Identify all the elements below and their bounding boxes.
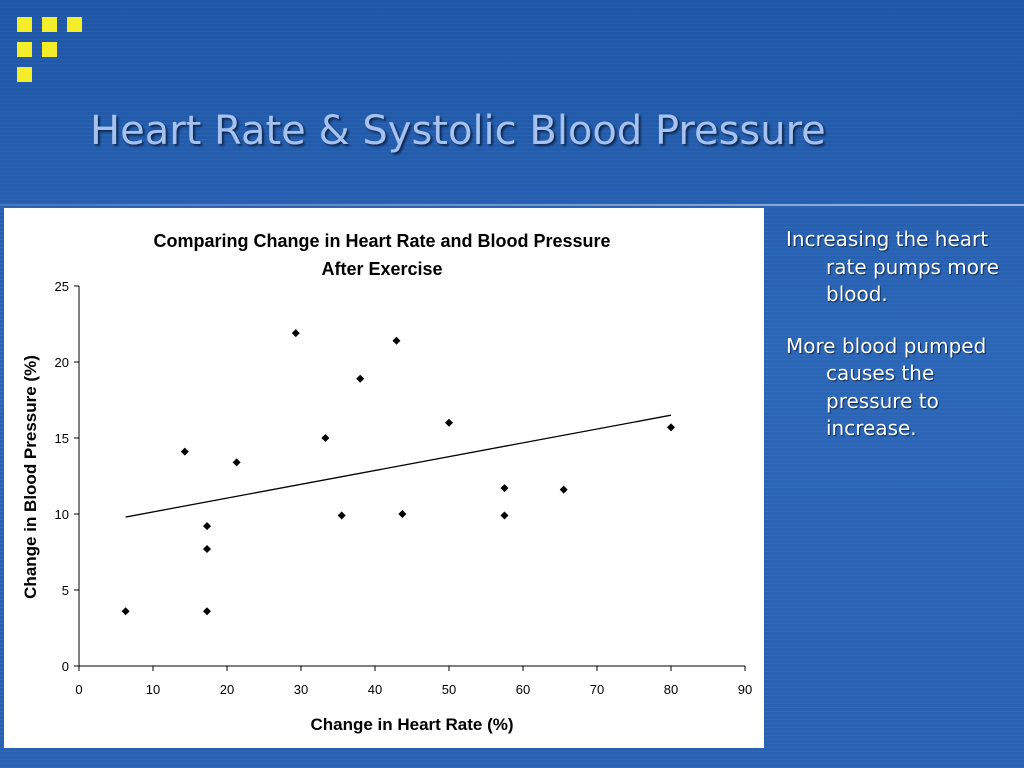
x-tick-label: 70 [590,682,604,697]
y-tick-label: 5 [62,583,69,598]
trendline [125,414,672,518]
y-tick-label: 10 [55,507,69,522]
title-divider [0,204,1024,206]
data-point [232,458,241,467]
x-tick-label: 60 [516,682,530,697]
x-tick-label: 40 [368,682,382,697]
data-point [337,511,346,520]
x-axis-label: Change in Heart Rate (%) [310,715,513,734]
chart-title-line-1: Comparing Change in Heart Rate and Blood… [153,231,610,251]
x-tick-label: 90 [738,682,752,697]
data-point [445,418,453,427]
yellow-square-grid-logo-icon [17,17,87,87]
data-point [500,484,509,493]
data-point [356,374,365,383]
bullet-item: More blood pumped causes the pressure to… [786,333,987,441]
data-point [203,544,212,553]
scatter-chart: Comparing Change in Heart Rate and Blood… [21,231,752,734]
bullet-item: Increasing the heart rate pumps more blo… [786,227,1000,306]
x-tick-label: 0 [75,682,82,697]
x-tick-label: 30 [294,682,308,697]
data-point [203,607,212,616]
y-tick-label: 20 [55,355,69,370]
y-tick-label: 0 [62,659,69,674]
data-point [321,434,330,442]
data-point [180,447,189,456]
x-tick-label: 50 [442,682,456,697]
y-tick-label: 25 [55,279,69,294]
data-point [392,336,401,345]
data-point [559,485,568,494]
y-tick-label: 15 [55,431,69,446]
chart-title-line-2: After Exercise [321,259,442,279]
x-tick-label: 20 [220,682,234,697]
slide-title: Heart Rate & Systolic Blood Pressure [90,108,826,154]
data-point [203,522,212,531]
data-point [398,510,407,518]
data-point [500,511,509,520]
x-tick-label: 10 [146,682,160,697]
bullet-list: Increasing the heart rate pumps more blo… [786,226,1020,467]
data-point [121,607,130,616]
x-tick-label: 80 [664,682,678,697]
y-axis-label: Change in Blood Pressure (%) [21,355,40,599]
chart-panel: Comparing Change in Heart Rate and Blood… [4,208,764,748]
data-point [291,329,300,338]
data-point [667,423,675,432]
